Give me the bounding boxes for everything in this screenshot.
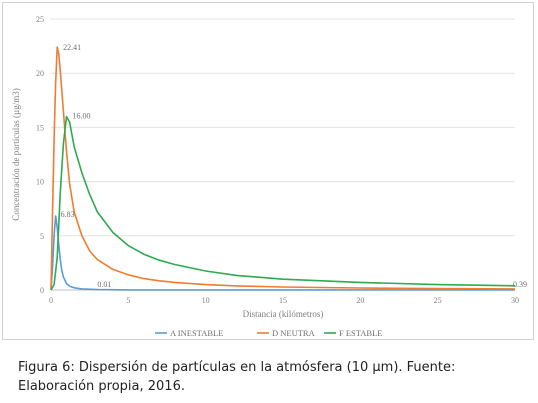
legend-label: A INESTABLE	[170, 328, 223, 338]
y-tick-label: 20	[36, 69, 44, 78]
legend-label: D NEUTRA	[272, 328, 316, 338]
series-line-3	[50, 115, 516, 291]
series-line-2	[50, 46, 516, 291]
figure-caption: Figura 6: Dispersión de partículas en la…	[18, 358, 528, 396]
y-axis-title: Concentración de partículas (µg/m3)	[11, 88, 21, 220]
x-axis-title: Distancia (kilómetros)	[243, 309, 324, 319]
x-tick-label: 15	[279, 296, 287, 305]
data-label: 0.39	[513, 280, 527, 289]
caption-line-2: Elaboración propia, 2016.	[18, 379, 185, 394]
x-tick-label: 5	[126, 296, 130, 305]
x-tick-label: 20	[356, 296, 364, 305]
legend-label: F ESTABLE	[339, 328, 382, 338]
x-tick-label: 30	[511, 296, 519, 305]
chart-svg: 0 5 10 15 20 25 0 5 10 15 20 25 30 22.41 16.00 6.83 0.0…	[11, 15, 527, 338]
data-labels: 22.41 16.00 6.83 0.01 0.39	[61, 43, 527, 289]
series-lines	[50, 46, 516, 291]
x-tick-label: 25	[434, 296, 442, 305]
legend: A INESTABLE D NEUTRA F ESTABLE	[155, 328, 382, 338]
gridlines	[51, 18, 515, 237]
y-tick-label: 0	[40, 286, 44, 295]
x-tick-label: 0	[49, 296, 53, 305]
y-tick-label: 15	[36, 123, 44, 132]
caption-line-1: Figura 6: Dispersión de partículas en la…	[18, 360, 456, 375]
data-label: 6.83	[61, 210, 75, 219]
axes: 0 5 10 15 20 25 0 5 10 15 20 25 30	[36, 15, 519, 305]
x-tick-label: 10	[202, 296, 210, 305]
data-label: 22.41	[63, 43, 81, 52]
chart-frame: 0 5 10 15 20 25 0 5 10 15 20 25 30 22.41 16.00 6.83 0.0…	[2, 2, 534, 340]
series-line-1	[50, 215, 515, 291]
y-tick-label: 5	[40, 232, 44, 241]
y-tick-label: 10	[36, 178, 44, 187]
y-tick-label: 25	[36, 15, 44, 24]
data-label: 0.01	[97, 280, 111, 289]
data-label: 16.00	[72, 112, 90, 121]
